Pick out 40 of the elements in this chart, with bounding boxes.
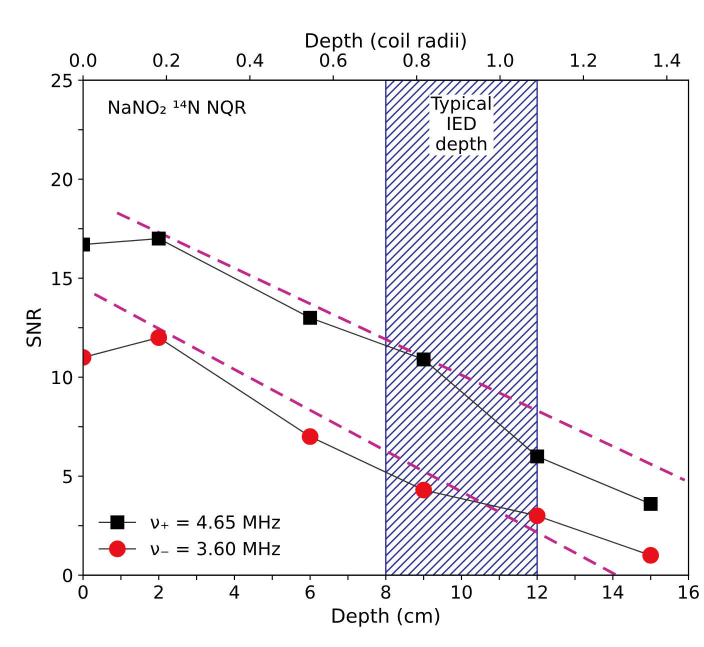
x-tick-label: 16 <box>679 585 699 599</box>
y-axis-title: SNR <box>26 308 42 347</box>
x2-tick-label: 1.2 <box>571 53 596 67</box>
y-tick-label: 5 <box>63 470 72 484</box>
y-tick-label: 0 <box>63 568 72 582</box>
x2-tick-label: 0.2 <box>153 53 180 68</box>
x-tick-label: 10 <box>452 585 472 599</box>
x-tick-label: 12 <box>528 585 547 599</box>
x2-axis-title: Depth (coil radii) <box>306 32 466 52</box>
y-tick-label: 25 <box>52 74 72 88</box>
x-tick-label: 6 <box>306 585 315 599</box>
x2-tick-label: 0.6 <box>320 53 346 68</box>
point <box>152 232 166 246</box>
point <box>415 482 432 498</box>
x2-tick-label: 0.8 <box>403 53 430 68</box>
point <box>302 428 318 445</box>
point <box>530 449 544 464</box>
point <box>416 352 431 366</box>
point <box>150 329 168 346</box>
point <box>528 507 546 524</box>
x2-tick-label: 0.4 <box>236 53 264 68</box>
x-tick-label: 14 <box>603 585 624 599</box>
y-tick-label: 15 <box>52 272 72 286</box>
legend-label: ν₋ = 3.60 MHz <box>150 542 280 556</box>
point <box>303 310 318 325</box>
x-axis-title: Depth (cm) <box>332 608 440 627</box>
y-tick-label: 10 <box>52 370 72 384</box>
legend-label: ν₊ = 4.65 MHz <box>150 515 280 529</box>
x2-tick-label: 0.0 <box>70 53 96 68</box>
point <box>644 496 658 511</box>
y-tick-label: 20 <box>52 172 72 186</box>
point <box>642 547 660 564</box>
x2-tick-label: 1.0 <box>488 53 514 68</box>
x-tick-label: 4 <box>230 585 240 599</box>
x-tick-label: 2 <box>154 585 163 599</box>
annotation: NaNO₂ ¹⁴N NQR <box>109 100 246 116</box>
x-tick-label: 8 <box>381 585 390 599</box>
x2-tick-label: 1.4 <box>654 54 680 67</box>
band-label: Typical IED depth <box>430 96 490 154</box>
x-tick-label: 0 <box>78 585 88 599</box>
